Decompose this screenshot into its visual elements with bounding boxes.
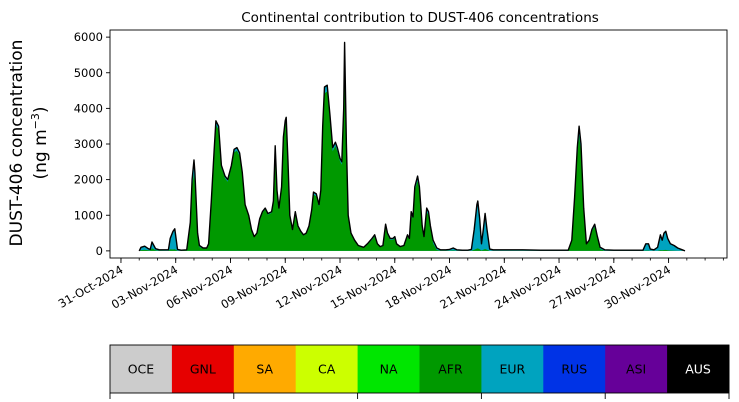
y-tick-label: 6000: [74, 30, 103, 44]
y-tick-label: 4000: [74, 101, 103, 115]
series-layer: [138, 41, 686, 252]
y-axis-unit-label: (ng m−3): [29, 106, 51, 179]
legend-label-ca: CA: [318, 362, 336, 377]
legend-swatch-eur: [481, 345, 544, 393]
legend-swatch-ca: [295, 345, 359, 393]
legend-label-afr: AFR: [438, 362, 463, 377]
legend-label-rus: RUS: [561, 362, 587, 377]
y-tick-label: 5000: [74, 66, 103, 80]
legend-label-aus: AUS: [685, 362, 711, 377]
chart-title: Continental contribution to DUST-406 con…: [241, 10, 599, 26]
legend-label-sa: SA: [256, 362, 273, 377]
legend-swatch-rus: [543, 345, 606, 393]
legend-swatch-afr: [419, 345, 482, 393]
x-axis: 31-Oct-202403-Nov-202406-Nov-202409-Nov-…: [56, 258, 724, 312]
legend-label-asi: ASI: [626, 362, 646, 377]
legend-label-na: NA: [380, 362, 398, 377]
y-tick-label: 0: [96, 244, 103, 258]
plot-area: 0 1000 2000 3000 4000 5000 6000 31-Oct-202403-…: [56, 29, 728, 312]
legend-label-eur: EUR: [499, 362, 525, 377]
legend-swatch-asi: [605, 345, 668, 393]
legend-colorbar: OCE GNL SA CA NA AFR EUR RUS ASI AUS: [109, 344, 730, 399]
area-afr: [139, 49, 686, 251]
y-tick-label: 3000: [74, 137, 103, 151]
legend-label-oce: OCE: [128, 362, 155, 377]
legend-swatch-oce: [110, 345, 173, 393]
legend-label-gnl: GNL: [190, 362, 216, 377]
legend-swatch-na: [357, 345, 420, 393]
legend-swatch-gnl: [171, 345, 235, 393]
legend-swatch-sa: [233, 345, 297, 393]
legend-frame: [109, 344, 730, 394]
y-axis: 0 1000 2000 3000 4000 5000 6000: [74, 30, 110, 258]
y-axis-label: DUST-406 concentration: [7, 40, 27, 247]
y-tick-label: 2000: [74, 173, 103, 187]
y-tick-label: 1000: [74, 208, 103, 222]
legend-swatch-aus: [667, 345, 730, 393]
total-line: [138, 41, 686, 252]
